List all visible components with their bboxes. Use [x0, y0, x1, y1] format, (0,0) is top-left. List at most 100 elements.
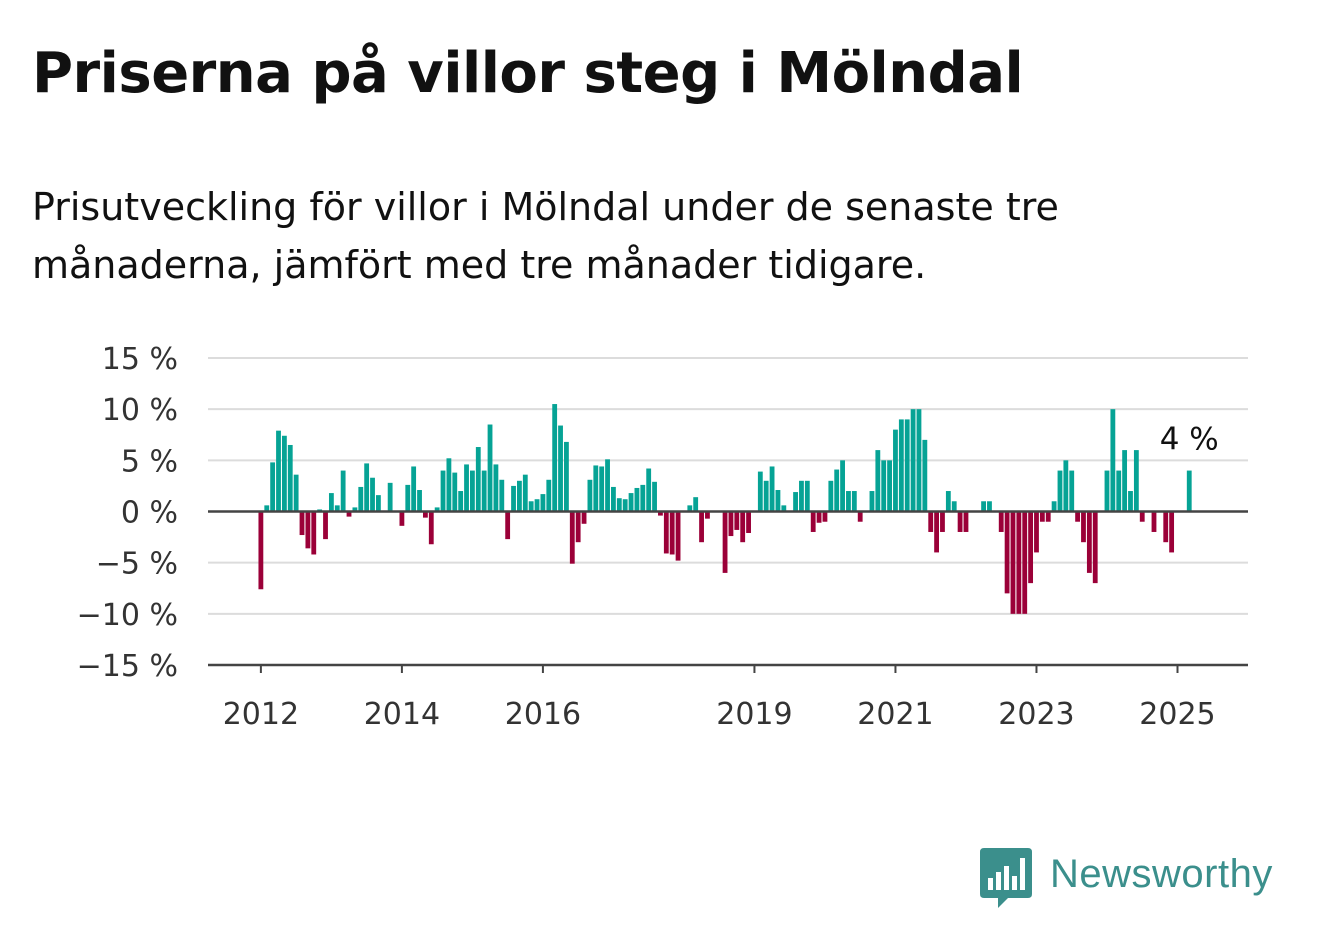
- bar-negative: [722, 511, 728, 573]
- bar-negative: [963, 511, 969, 532]
- bar-negative: [575, 511, 581, 543]
- bar-negative: [1004, 511, 1010, 594]
- bar-negative: [1045, 511, 1051, 522]
- bar-positive: [446, 458, 452, 512]
- bar-positive: [981, 501, 986, 512]
- bar-negative: [675, 511, 681, 561]
- bar-negative: [1081, 511, 1086, 543]
- bar-positive: [910, 409, 916, 512]
- bar-positive: [528, 501, 534, 512]
- bar-positive: [552, 404, 558, 512]
- bar-negative: [1139, 511, 1145, 522]
- bar-positive: [464, 464, 469, 512]
- bar-positive: [987, 501, 992, 512]
- bar-positive: [564, 441, 569, 512]
- bar-positive: [1069, 470, 1075, 512]
- bar-positive: [775, 490, 781, 512]
- bar-positive: [540, 494, 546, 512]
- bar-positive: [757, 471, 763, 512]
- bar-positive: [605, 459, 610, 512]
- y-tick-label: 15 %: [102, 342, 178, 377]
- bar-negative: [816, 511, 822, 523]
- bar-negative: [1016, 511, 1022, 614]
- brand-name: Newsworthy: [1050, 852, 1273, 896]
- y-tick-label: −10 %: [77, 598, 178, 633]
- bar-negative: [258, 511, 264, 590]
- bar-positive: [587, 479, 593, 512]
- bar-positive: [904, 419, 910, 512]
- chart-title: Priserna på villor steg i Mölndal: [32, 41, 1024, 106]
- bar-negative: [1163, 511, 1169, 543]
- bar-positive: [499, 479, 505, 512]
- bar-negative: [346, 511, 352, 517]
- bar-positive: [434, 507, 440, 512]
- bar-positive: [804, 480, 810, 512]
- x-tick-label: 2014: [364, 697, 440, 732]
- bar-positive: [558, 425, 563, 512]
- bar-positive: [440, 470, 446, 512]
- bar-negative: [1010, 511, 1016, 614]
- bar-positive: [881, 460, 887, 512]
- bar-positive: [352, 507, 358, 512]
- bar-positive: [887, 460, 892, 512]
- bar-negative: [299, 511, 305, 536]
- bar-positive: [1128, 491, 1133, 512]
- y-tick-label: 0 %: [121, 496, 178, 531]
- bar-positive: [875, 450, 881, 512]
- bar-negative: [728, 511, 734, 537]
- bar-positive: [646, 468, 652, 512]
- y-tick-label: 5 %: [121, 444, 178, 479]
- bar-negative: [311, 511, 317, 555]
- bar-positive: [334, 505, 340, 512]
- bar-positive: [763, 480, 769, 512]
- bar-negative: [569, 511, 575, 564]
- bar-positive: [270, 462, 276, 512]
- bar-positive: [840, 460, 845, 512]
- x-tick-label: 2012: [223, 697, 299, 732]
- bar-negative: [1022, 511, 1028, 614]
- bar-positive: [405, 484, 411, 512]
- bar-negative: [857, 511, 863, 522]
- bar-negative: [1092, 511, 1098, 584]
- bar-positive: [340, 470, 346, 512]
- bar-positive: [793, 492, 798, 512]
- bar-positive: [634, 487, 640, 512]
- bar-positive: [916, 409, 922, 512]
- bar-negative: [1034, 511, 1039, 553]
- bar-negative: [669, 511, 675, 555]
- bar-positive: [640, 484, 646, 512]
- bar-negative: [734, 511, 740, 530]
- bar-positive: [281, 435, 287, 512]
- bar-negative: [1039, 511, 1045, 522]
- bar-positive: [452, 472, 458, 512]
- x-tick-label: 2023: [998, 697, 1074, 732]
- bar-positive: [1104, 470, 1110, 512]
- bar-positive: [511, 485, 516, 512]
- bar-positive: [522, 474, 528, 512]
- bar-positive: [945, 491, 951, 512]
- bar-positive: [493, 464, 499, 512]
- x-tick-label: 2021: [857, 697, 933, 732]
- bar-positive: [616, 498, 622, 512]
- x-tick-label: 2016: [505, 697, 581, 732]
- bar-positive: [417, 490, 422, 512]
- bar-positive: [481, 470, 487, 512]
- x-tick-label: 2019: [716, 697, 792, 732]
- bar-negative: [1028, 511, 1034, 584]
- bar-positive: [834, 469, 840, 512]
- bar-positive: [293, 474, 299, 512]
- bar-positive: [951, 501, 957, 512]
- bar-negative: [505, 511, 511, 540]
- bar-positive: [828, 480, 834, 512]
- bar-negative: [746, 511, 751, 533]
- bar-positive: [1110, 409, 1116, 512]
- bar-positive: [375, 495, 381, 512]
- x-tick-label: 2025: [1139, 697, 1215, 732]
- bar-positive: [475, 447, 481, 512]
- bar-positive: [898, 419, 904, 512]
- bar-positive: [1122, 450, 1128, 512]
- bar-positive: [358, 486, 364, 512]
- bar-positive: [599, 466, 605, 512]
- bar-negative: [1151, 511, 1157, 532]
- bar-positive: [593, 465, 599, 512]
